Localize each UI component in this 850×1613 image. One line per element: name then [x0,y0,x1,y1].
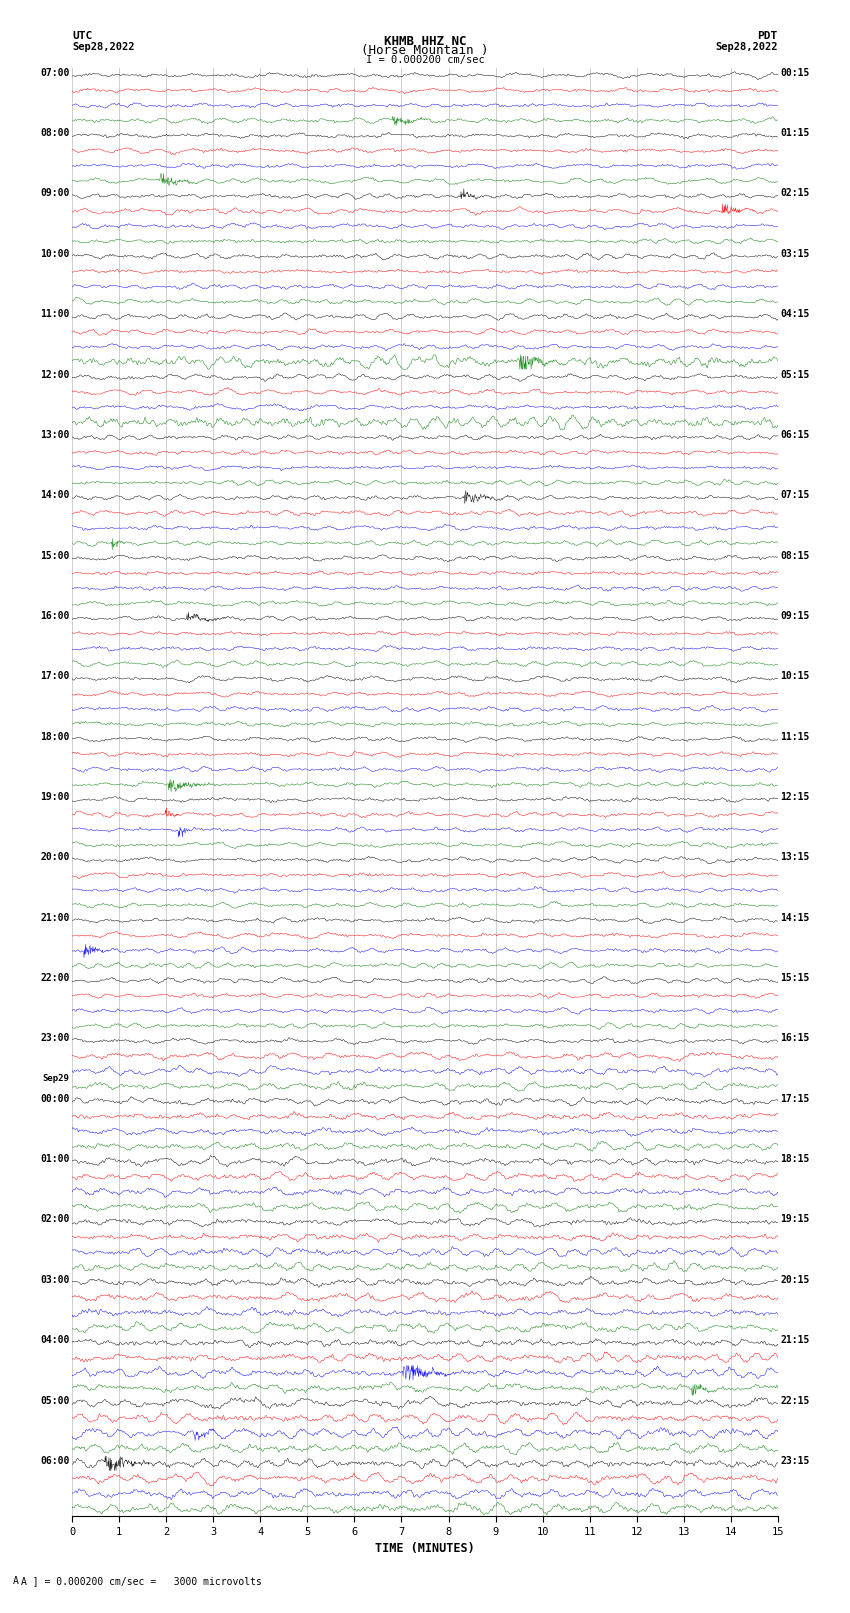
Text: 13:00: 13:00 [40,429,70,440]
Text: 15:15: 15:15 [780,973,810,982]
Text: 12:00: 12:00 [40,369,70,379]
Text: 17:00: 17:00 [40,671,70,681]
Text: 00:00: 00:00 [40,1094,70,1103]
Text: UTC: UTC [72,31,93,42]
Text: A ] = 0.000200 cm/sec =   3000 microvolts: A ] = 0.000200 cm/sec = 3000 microvolts [21,1576,262,1586]
Text: 04:00: 04:00 [40,1336,70,1345]
Text: 15:00: 15:00 [40,550,70,561]
Text: 09:00: 09:00 [40,189,70,198]
Text: Sep28,2022: Sep28,2022 [715,42,778,52]
Text: 14:00: 14:00 [40,490,70,500]
Text: 06:15: 06:15 [780,429,810,440]
Text: 08:15: 08:15 [780,550,810,561]
Text: Sep28,2022: Sep28,2022 [72,42,135,52]
Text: 20:00: 20:00 [40,852,70,863]
Text: 21:00: 21:00 [40,913,70,923]
Text: 06:00: 06:00 [40,1457,70,1466]
Text: KHMB HHZ NC: KHMB HHZ NC [383,34,467,48]
Text: PDT: PDT [757,31,778,42]
Text: 02:00: 02:00 [40,1215,70,1224]
Text: 00:15: 00:15 [780,68,810,77]
Text: Sep29: Sep29 [42,1074,70,1084]
Text: 11:15: 11:15 [780,732,810,742]
Text: 16:15: 16:15 [780,1034,810,1044]
Text: 03:00: 03:00 [40,1274,70,1286]
Text: 12:15: 12:15 [780,792,810,802]
Text: 14:15: 14:15 [780,913,810,923]
Text: A: A [13,1576,19,1586]
Text: 17:15: 17:15 [780,1094,810,1103]
Text: 04:15: 04:15 [780,310,810,319]
Text: 22:15: 22:15 [780,1395,810,1405]
Text: 05:00: 05:00 [40,1395,70,1405]
Text: 08:00: 08:00 [40,127,70,139]
Text: 23:00: 23:00 [40,1034,70,1044]
Text: 10:15: 10:15 [780,671,810,681]
Text: 19:15: 19:15 [780,1215,810,1224]
Text: 11:00: 11:00 [40,310,70,319]
Text: 19:00: 19:00 [40,792,70,802]
Text: 07:00: 07:00 [40,68,70,77]
Text: 20:15: 20:15 [780,1274,810,1286]
Text: 22:00: 22:00 [40,973,70,982]
Text: 09:15: 09:15 [780,611,810,621]
Text: I = 0.000200 cm/sec: I = 0.000200 cm/sec [366,55,484,65]
Text: 13:15: 13:15 [780,852,810,863]
Text: 18:00: 18:00 [40,732,70,742]
Text: 03:15: 03:15 [780,248,810,258]
Text: (Horse Mountain ): (Horse Mountain ) [361,44,489,56]
Text: 05:15: 05:15 [780,369,810,379]
Text: 21:15: 21:15 [780,1336,810,1345]
Text: 10:00: 10:00 [40,248,70,258]
Text: 01:15: 01:15 [780,127,810,139]
Text: 07:15: 07:15 [780,490,810,500]
Text: 01:00: 01:00 [40,1155,70,1165]
Text: 02:15: 02:15 [780,189,810,198]
Text: 18:15: 18:15 [780,1155,810,1165]
Text: 23:15: 23:15 [780,1457,810,1466]
Text: 16:00: 16:00 [40,611,70,621]
X-axis label: TIME (MINUTES): TIME (MINUTES) [375,1542,475,1555]
